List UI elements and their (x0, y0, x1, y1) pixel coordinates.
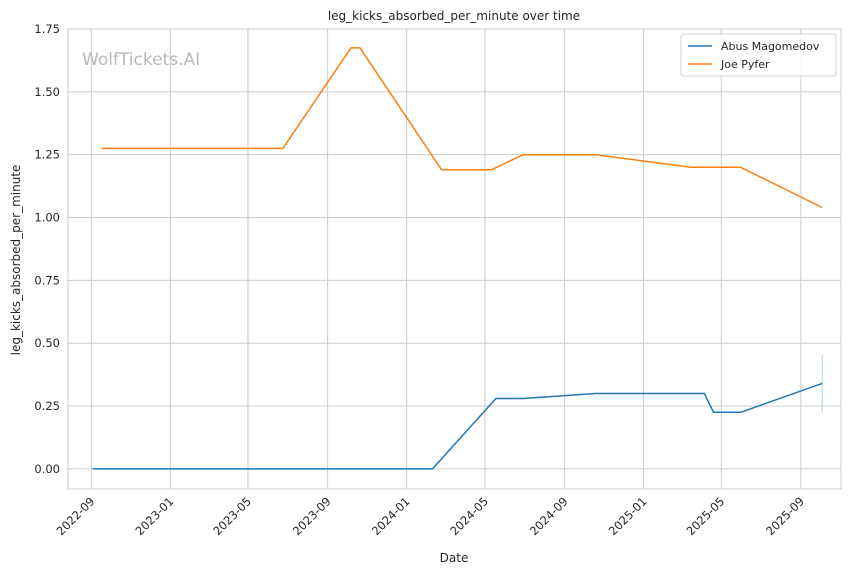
x-tick-label: 2023-09 (290, 494, 334, 538)
legend-box (680, 33, 837, 77)
y-tick-label: 0.50 (34, 336, 60, 350)
legend: Abus Magomedov Joe Pyfer (680, 33, 837, 77)
x-tick-label: 2022-09 (54, 494, 98, 538)
x-tick-label: 2024-09 (527, 494, 571, 538)
x-tick-label: 2025-05 (683, 494, 727, 538)
series-layer (92, 47, 823, 470)
plot-area (67, 28, 842, 490)
y-tick-label: 1.25 (34, 148, 60, 162)
legend-label-joe-pyfer: Joe Pyfer (720, 58, 770, 71)
y-tick-label: 1.00 (34, 211, 60, 225)
x-tick-label: 2025-01 (606, 494, 650, 538)
grid (68, 28, 841, 489)
watermark: WolfTickets.AI (82, 50, 200, 70)
x-axis-label: Date (440, 551, 469, 565)
y-tick-label: 0.00 (34, 462, 60, 476)
series-line-joe-pyfer (101, 47, 823, 209)
series-line-abus-magomedov (92, 382, 823, 470)
y-tick-label: 0.75 (34, 273, 60, 287)
y-tick-label: 1.75 (34, 22, 60, 36)
chart-title: leg_kicks_absorbed_per_minute over time (328, 9, 580, 23)
y-axis-label: leg_kicks_absorbed_per_minute (9, 165, 23, 356)
x-tick-label: 2025-09 (763, 494, 807, 538)
x-tick-label: 2024-05 (447, 494, 491, 538)
legend-label-abus-magomedov: Abus Magomedov (721, 40, 820, 53)
x-tick-label: 2023-05 (210, 494, 254, 538)
x-tick-label: 2023-01 (133, 494, 177, 538)
y-tick-label: 0.25 (34, 399, 60, 413)
y-tick-label: 1.50 (34, 85, 60, 99)
x-tick-label: 2024-01 (369, 494, 413, 538)
